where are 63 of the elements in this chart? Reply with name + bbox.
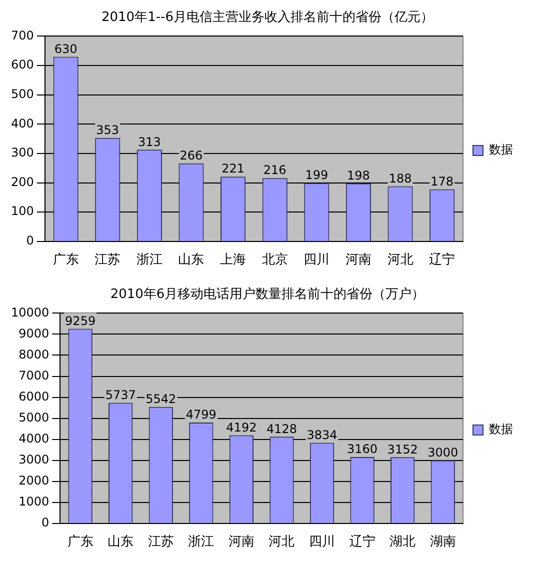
data-label: 5737 (105, 388, 136, 402)
x-tick-label: 广东 (67, 534, 94, 550)
y-tick-label: 0 (26, 234, 34, 248)
legend-label: 数据 (489, 422, 513, 436)
x-tick-label: 浙江 (136, 252, 162, 268)
x-tick-label: 江苏 (148, 534, 174, 550)
y-tick-label: 100 (11, 204, 34, 218)
x-tick-label: 四川 (309, 534, 336, 550)
data-label: 630 (54, 42, 78, 56)
data-label: 199 (305, 168, 328, 182)
y-tick-label: 5000 (18, 410, 50, 424)
x-tick-label: 广东 (52, 252, 79, 268)
data-label: 3160 (347, 442, 378, 456)
x-tick-label: 湖北 (390, 534, 416, 550)
x-tick-label: 湖南 (430, 534, 456, 550)
x-tick-label: 四川 (304, 252, 330, 268)
data-label: 5542 (146, 392, 176, 406)
y-tick-label: 7000 (18, 368, 50, 382)
chart-title: 2010年6月移动电话用户数量排名前十的省份（万户） (109, 286, 426, 303)
y-tick-label: 4000 (18, 431, 50, 446)
data-label: 178 (430, 174, 454, 188)
data-label: 9259 (65, 314, 96, 328)
data-label: 216 (263, 163, 286, 178)
data-label: 3834 (306, 428, 338, 442)
y-tick-label: 9000 (18, 326, 50, 340)
chart-title: 2010年1--6月电信主营业务收入排名前十的省份（亿元） (100, 9, 434, 26)
y-tick-label: 0 (42, 516, 50, 530)
x-tick-label: 江苏 (94, 252, 121, 268)
y-tick-label: 1000 (18, 494, 50, 509)
x-tick-label: 河北 (268, 534, 295, 550)
data-label: 4799 (186, 408, 216, 422)
x-tick-label: 北京 (262, 252, 288, 268)
y-tick-label: 500 (11, 86, 34, 101)
y-tick-label: 600 (11, 58, 34, 72)
data-label: 4128 (266, 422, 297, 436)
y-tick-label: 700 (11, 28, 34, 42)
legend-label: 数据 (489, 142, 513, 157)
data-label: 353 (96, 123, 120, 138)
x-tick-label: 浙江 (188, 534, 214, 550)
data-label: 3000 (428, 445, 458, 460)
y-tick-label: 2000 (18, 473, 50, 488)
y-tick-label: 300 (11, 146, 34, 160)
x-tick-label: 上海 (220, 252, 246, 268)
x-tick-label: 辽宁 (429, 252, 456, 268)
y-tick-label: 10000 (10, 305, 50, 320)
y-tick-label: 200 (11, 174, 34, 189)
data-label: 313 (138, 134, 161, 149)
data-label: 3152 (387, 442, 418, 456)
x-tick-label: 河南 (345, 252, 372, 268)
y-tick-label: 6000 (18, 389, 50, 404)
x-tick-label: 山东 (178, 252, 204, 268)
x-tick-label: 河北 (387, 252, 414, 268)
data-label: 266 (180, 148, 203, 163)
data-label: 188 (388, 171, 412, 186)
data-label: 4192 (226, 420, 257, 434)
data-label: 221 (222, 162, 244, 176)
x-tick-label: 河南 (228, 534, 254, 550)
x-tick-label: 山东 (108, 534, 134, 550)
data-label: 198 (347, 168, 370, 182)
y-tick-label: 8000 (18, 347, 50, 362)
y-tick-label: 400 (11, 116, 34, 130)
x-tick-label: 辽宁 (349, 534, 376, 550)
y-tick-label: 3000 (18, 452, 50, 466)
